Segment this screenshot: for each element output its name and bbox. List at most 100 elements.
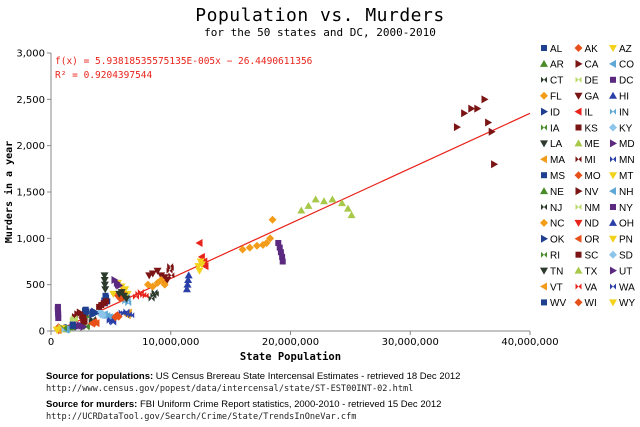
legend-marker-al [541, 45, 547, 51]
legend-label-tn: TN [550, 266, 563, 277]
legend-label-nd: ND [585, 219, 599, 230]
data-point-ca [488, 127, 496, 136]
data-point-il [195, 238, 203, 247]
legend-marker-wa [610, 283, 616, 290]
data-point-tx [343, 204, 352, 212]
data-point-ms [83, 308, 90, 315]
data-point-fl [252, 241, 261, 250]
legend-label-va: VA [585, 282, 598, 293]
legend-label-ar: AR [550, 60, 564, 71]
data-point-ca [474, 104, 482, 113]
y-axis-label: Murders in a year [3, 141, 15, 243]
data-point-fl [238, 245, 247, 254]
legend-label-il: IL [585, 107, 594, 118]
legend-label-ky: KY [619, 123, 633, 134]
data-point-ca [485, 118, 493, 127]
legend-marker-ga [574, 92, 583, 100]
legend-label-ia: IA [550, 123, 560, 134]
legend-marker-ms [541, 172, 547, 179]
data-point-fl [245, 243, 254, 252]
data-point-tx [304, 201, 313, 209]
legend-label-ny: NY [619, 203, 633, 214]
legend-marker-nd [574, 219, 583, 227]
data-point-ny [279, 253, 286, 260]
legend-marker-ia [541, 124, 547, 131]
data-point-az [123, 290, 132, 298]
legend-label-wv: WV [550, 298, 566, 309]
legend-label-pn: PN [619, 235, 633, 246]
legend-marker-ny [610, 204, 616, 210]
legend-label-or: OR [585, 235, 600, 246]
data-point-oh [182, 285, 191, 293]
legend-marker-ct [541, 76, 547, 83]
data-point-ny [277, 249, 284, 256]
data-point-tx [347, 211, 356, 219]
legend-marker-il [574, 107, 582, 116]
data-point-va [133, 293, 140, 300]
legend-marker-wv [541, 299, 547, 306]
legend-label-nm: NM [585, 203, 601, 214]
data-point-sc [103, 298, 110, 305]
data-point-ky [98, 311, 107, 320]
trendline [59, 112, 531, 331]
legend-label-ri: RI [550, 251, 560, 262]
data-point-nj [152, 290, 159, 297]
legend-marker-nj [541, 204, 547, 210]
legend-marker-tn [540, 267, 548, 275]
legend-marker-ks [575, 124, 582, 131]
legend-marker-nh [609, 187, 616, 196]
data-point-or [92, 319, 100, 328]
data-point-ny [275, 239, 282, 246]
legend-marker-in [610, 108, 616, 115]
data-point-ut [80, 322, 88, 331]
population-source-text: US Census Brereau State Intercensal Esti… [155, 371, 461, 382]
data-point-dc [55, 315, 62, 322]
data-point-ca [461, 109, 469, 118]
murder-source: Source for murders: FBI Uniform Crime Re… [46, 399, 441, 411]
legend-label-al: AL [550, 44, 563, 55]
data-point-az [121, 286, 130, 294]
legend-marker-wy [609, 299, 617, 307]
population-source: Source for populations: US Census Brerea… [46, 371, 460, 383]
data-point-nc [157, 276, 166, 285]
legend-marker-vt [540, 282, 547, 291]
y-tick-label: 3,000 [16, 49, 45, 60]
data-point-ok [92, 309, 100, 318]
legend-label-ut: UT [619, 266, 632, 277]
legend-marker-dc [610, 76, 616, 83]
legend-marker-ca [575, 59, 583, 68]
data-point-ri [60, 325, 67, 332]
murder-source-url[interactable]: http://UCRDataTool.gov/Search/Crime/Stat… [46, 412, 357, 422]
legend-marker-ar [540, 59, 548, 67]
x-tick-label: 40,000,000 [501, 337, 558, 348]
y-tick-label: 2,000 [16, 141, 45, 152]
data-point-ks [81, 318, 88, 325]
data-point-la [101, 286, 110, 294]
legend-marker-sc [575, 251, 582, 258]
data-point-tx [311, 195, 320, 203]
population-source-url[interactable]: http://www.census.gov/popest/data/interc… [46, 384, 414, 394]
chart-title: Population vs. Murders [195, 5, 445, 26]
data-point-az [109, 290, 118, 298]
legend-label-nc: NC [550, 219, 564, 230]
y-tick-label: 0 [39, 327, 45, 338]
legend-label-hi: HI [619, 92, 629, 103]
legend-label-ks: KS [585, 123, 599, 134]
data-point-la [100, 281, 109, 289]
data-point-ga [148, 270, 157, 278]
data-point-va [137, 289, 144, 296]
legend-label-ca: CA [585, 60, 599, 71]
data-point-il [201, 262, 209, 271]
legend-marker-hi [609, 91, 617, 99]
data-point-la [100, 277, 109, 285]
legend-marker-or [574, 234, 582, 243]
legend-marker-az [609, 45, 617, 52]
legend-label-mo: MO [585, 171, 601, 182]
data-point-al [103, 294, 110, 301]
chart-subtitle: for the 50 states and DC, 2000-2010 [204, 26, 436, 39]
legend-label-ne: NE [550, 187, 564, 198]
data-point-fl [266, 234, 275, 243]
y-tick-label: 1,500 [16, 188, 45, 199]
